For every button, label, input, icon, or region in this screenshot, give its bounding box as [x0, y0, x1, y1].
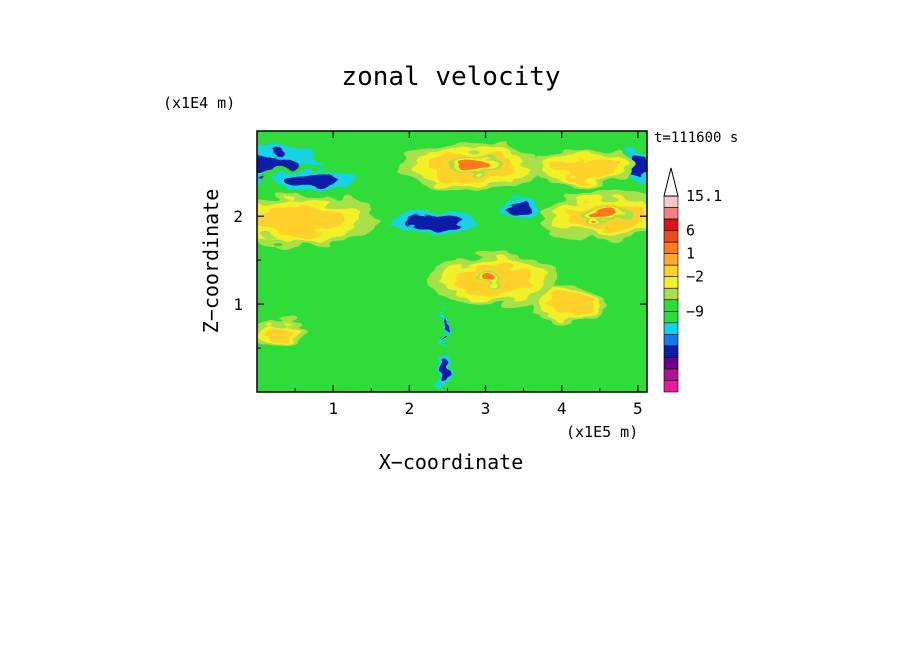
colorbar-label: −2: [686, 268, 704, 286]
colorbar-swatch: [663, 345, 679, 358]
colorbar-swatch: [663, 310, 679, 324]
colorbar-swatch: [663, 241, 679, 254]
colorbar-swatch: [663, 195, 679, 208]
heatmap-region-2-band-2: [405, 216, 459, 229]
heatmap-region-14-band-2: [480, 273, 499, 283]
heatmap-region-8-band-2: [458, 159, 490, 172]
heatmap-region-5-band-2: [439, 362, 449, 384]
colorbar-label: 1: [686, 245, 695, 263]
y-tick-label: 1: [233, 295, 243, 314]
x-tick-label: 3: [481, 399, 491, 418]
x-tick-label: 1: [328, 399, 338, 418]
plot-frame: [256, 130, 648, 393]
colorbar-swatch: [663, 276, 679, 289]
x-tick-label: 4: [557, 399, 567, 418]
x-tick-label: 5: [633, 399, 643, 418]
heatmap-region-9-band-2: [554, 157, 616, 179]
heatmap-regions: [257, 142, 647, 392]
colorbar-swatch: [663, 287, 679, 301]
heatmap-region-3-band-2: [504, 203, 531, 216]
colorbar-swatch: [663, 299, 679, 312]
colorbar-swatch: [663, 334, 679, 347]
colorbar-swatch: [663, 322, 679, 335]
heatmap-region-6-band-2: [441, 315, 446, 337]
heatmap-region-15-band-2: [546, 293, 593, 315]
y-tick-label: 2: [233, 207, 243, 226]
colorbar-label: 6: [686, 222, 695, 240]
colorbar-swatch: [663, 380, 679, 393]
chart-title: zonal velocity: [341, 62, 560, 92]
x-tick-label: 2: [405, 399, 415, 418]
colorbar-swatch: [663, 218, 679, 231]
y-axis: 12: [233, 171, 647, 349]
colorbar-swatch: [663, 253, 679, 266]
colorbar-label: 15.1: [686, 187, 722, 205]
x-axis: 1 2 3 4 5: [294, 131, 643, 418]
colorbar-swatch: [663, 230, 679, 243]
heatmap-region-12-band-2: [586, 209, 621, 220]
colorbar-overflow-arrow: [663, 167, 679, 197]
colorbar-swatch: [663, 368, 679, 381]
colorbar-label: −9: [686, 302, 704, 320]
colorbar-swatch: [663, 264, 679, 278]
x-axis-title: X−coordinate: [379, 450, 524, 474]
y-axis-title: Z−coordinate: [199, 189, 223, 334]
heatmap-region-1-band-2: [287, 172, 341, 187]
colorbar: 15.1 6 1 −2 −9: [663, 167, 722, 393]
colorbar-swatch: [663, 207, 679, 220]
colorbar-swatch: [663, 357, 679, 370]
heatmap-region-10-band-2: [257, 205, 345, 236]
time-label: t=111600 s: [654, 130, 738, 146]
heatmap-region-16-band-2: [264, 326, 296, 344]
y-unit-label: (x1E4 m): [163, 94, 235, 112]
heatmap-field: [257, 131, 647, 392]
x-unit-label: (x1E5 m): [566, 423, 638, 441]
